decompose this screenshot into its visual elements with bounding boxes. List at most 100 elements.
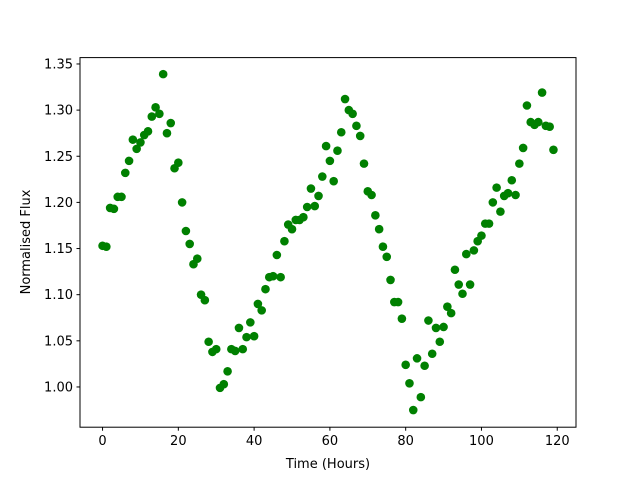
point (405, 378, 414, 388)
point (545, 122, 554, 132)
point (310, 201, 320, 211)
y-tick-label: 1.30 (44, 104, 73, 119)
point (378, 242, 388, 251)
y-tick-label: 1.35 (44, 57, 73, 72)
point (412, 354, 422, 363)
point (537, 88, 547, 97)
point (246, 318, 255, 327)
point (397, 314, 407, 323)
point (162, 128, 172, 138)
point (367, 190, 376, 200)
point (174, 158, 183, 168)
point (219, 379, 229, 389)
y-tick-label: 1.05 (44, 334, 73, 349)
point (117, 192, 126, 202)
y-tick-label: 1.25 (44, 150, 73, 165)
point (211, 344, 221, 354)
point (192, 254, 202, 263)
point (507, 175, 517, 185)
point (352, 121, 361, 131)
point (503, 188, 513, 198)
point (287, 224, 297, 234)
point (268, 271, 278, 281)
point (439, 322, 448, 332)
point (132, 144, 141, 154)
x-tick-label: 120 (545, 434, 570, 449)
point (257, 306, 266, 315)
point (238, 344, 248, 354)
point (416, 392, 426, 402)
point (124, 156, 134, 166)
point (253, 299, 263, 309)
point (458, 289, 467, 299)
point (200, 295, 210, 305)
point (185, 239, 194, 249)
point (234, 323, 244, 333)
point (280, 236, 289, 246)
point (306, 184, 316, 193)
point (329, 176, 338, 186)
y-tick-label: 1.10 (44, 288, 73, 303)
point (155, 109, 164, 119)
point (299, 212, 308, 222)
y-tick-label: 1.00 (44, 380, 73, 395)
point (333, 146, 342, 156)
x-tick-label: 60 (322, 434, 339, 449)
point (477, 231, 486, 240)
point (276, 272, 285, 282)
x-axis-label: Time (Hours) (285, 457, 370, 472)
point (427, 349, 437, 359)
x-tick-label: 0 (98, 434, 106, 449)
point (522, 101, 532, 110)
point (318, 172, 327, 181)
point (492, 183, 501, 192)
point (511, 190, 520, 200)
point (147, 112, 157, 121)
point (484, 219, 494, 228)
point (533, 117, 543, 127)
point (249, 331, 259, 341)
point (393, 297, 403, 307)
point (109, 204, 119, 214)
point (446, 308, 456, 318)
point (462, 249, 471, 259)
point (120, 168, 130, 178)
point (496, 207, 505, 216)
point (424, 316, 433, 325)
point (454, 280, 464, 289)
point (223, 366, 232, 376)
point (386, 275, 395, 285)
point (204, 337, 213, 347)
point (355, 131, 365, 141)
x-tick-label: 20 (170, 434, 187, 449)
point (128, 135, 138, 144)
point (420, 361, 429, 371)
point (314, 191, 323, 201)
point (374, 224, 384, 234)
y-axis-label: Normalised Flux (19, 189, 34, 294)
point (549, 145, 558, 155)
point (359, 159, 369, 168)
point (371, 211, 380, 220)
x-tick-label: 100 (469, 434, 494, 449)
x-tick-label: 80 (397, 434, 414, 449)
point (348, 109, 357, 119)
point (469, 246, 479, 255)
point (435, 337, 445, 347)
point (261, 284, 270, 294)
point (302, 202, 312, 212)
point (166, 118, 176, 128)
point (515, 159, 524, 168)
point (450, 265, 460, 275)
point (465, 280, 475, 289)
x-tick-label: 40 (246, 434, 263, 449)
point (382, 252, 392, 262)
point (336, 127, 346, 137)
point (408, 405, 418, 415)
point (151, 103, 160, 112)
point (401, 360, 410, 370)
point (136, 138, 145, 147)
point (272, 250, 282, 260)
point (518, 143, 528, 153)
